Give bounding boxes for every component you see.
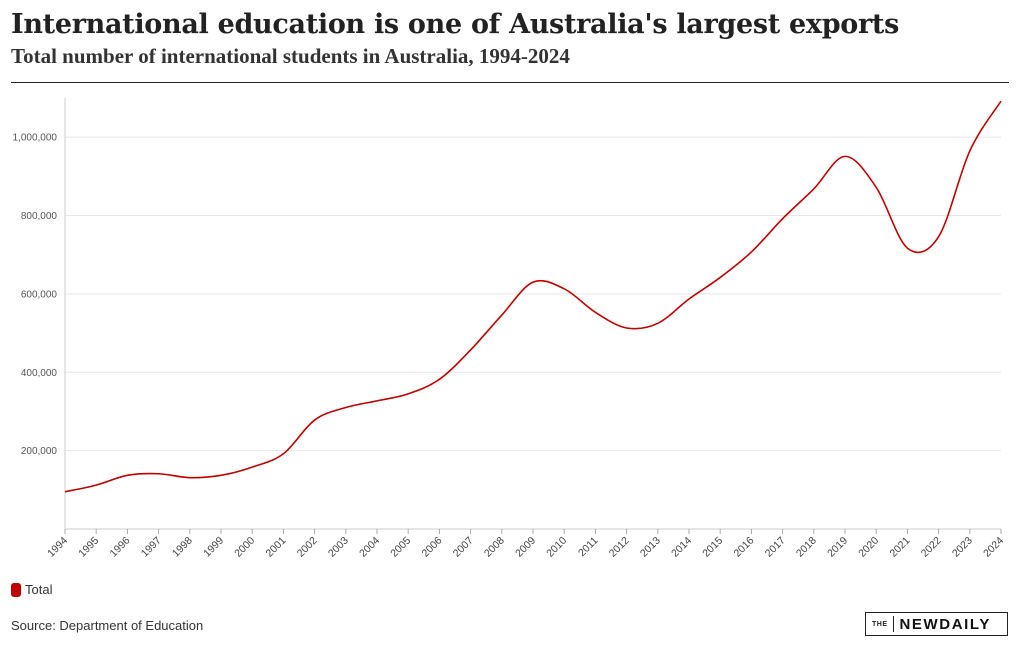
x-tick-label: 2005	[388, 535, 413, 560]
chart-subtitle: Total number of international students i…	[11, 44, 570, 68]
data-point	[374, 398, 380, 404]
series-layer	[62, 98, 1004, 495]
series-line-total	[64, 100, 1002, 493]
data-point	[187, 475, 193, 481]
y-tick-label: 400,000	[21, 368, 58, 379]
x-tick-label: 2012	[607, 535, 632, 560]
data-point	[717, 274, 723, 280]
y-tick-label: 600,000	[21, 289, 58, 300]
y-tick-label: 800,000	[21, 211, 58, 222]
data-point	[936, 234, 942, 240]
data-point	[748, 249, 754, 255]
data-point	[436, 376, 442, 382]
x-tick-label: 2007	[451, 535, 476, 560]
data-point	[811, 186, 817, 192]
data-point	[124, 472, 130, 478]
header-divider	[11, 82, 1009, 83]
x-tick-label: 1996	[108, 535, 133, 560]
data-point	[998, 98, 1004, 104]
logo-the-text: THE	[872, 620, 888, 628]
data-point	[686, 296, 692, 302]
data-point	[468, 347, 474, 353]
data-point	[780, 216, 786, 222]
data-point	[218, 472, 224, 478]
y-tick-label: 1,000,000	[13, 133, 58, 144]
data-point	[967, 148, 973, 154]
y-tick-label: 200,000	[21, 446, 58, 457]
logo-divider	[892, 616, 894, 632]
x-tick-label: 2003	[326, 535, 351, 560]
chart-title: International education is one of Austra…	[11, 9, 899, 40]
x-tick-label: 2000	[232, 535, 257, 560]
legend-swatch	[11, 582, 21, 597]
data-point	[93, 482, 99, 488]
x-tick-label: 2018	[794, 535, 819, 560]
x-tick-label: 2013	[638, 535, 663, 560]
x-tick-label: 1994	[45, 535, 70, 560]
data-point	[312, 417, 318, 423]
data-point	[842, 153, 848, 159]
x-tick-label: 2002	[295, 535, 320, 560]
x-tick-label: 2021	[888, 535, 913, 560]
gridlines	[65, 136, 1001, 452]
x-tick-label: 2010	[544, 535, 569, 560]
data-point	[655, 320, 661, 326]
x-tick-label: 2001	[264, 535, 289, 560]
logo-wordmark: NEWDAILY	[899, 615, 991, 633]
x-tick-label: 2011	[576, 535, 601, 560]
x-tick-label: 2004	[357, 535, 382, 560]
data-point	[561, 286, 567, 292]
x-tick-label: 2024	[981, 535, 1006, 560]
x-tick-label: 2009	[513, 535, 538, 560]
x-tick-label: 2015	[700, 535, 725, 560]
data-point	[624, 325, 630, 331]
x-tick-label: 1999	[201, 535, 226, 560]
data-point	[592, 309, 598, 315]
x-tick-label: 1995	[76, 535, 101, 560]
legend-label: Total	[25, 582, 53, 597]
x-tick-label: 2019	[825, 535, 850, 560]
line-chart: 200,000 400,000 600,000 800,000 1,000,000 199…	[13, 98, 1006, 560]
x-tick-label: 2016	[732, 535, 757, 560]
x-tick-label: 2022	[919, 535, 944, 560]
data-point	[280, 451, 286, 457]
data-point	[405, 391, 411, 397]
x-tick-label: 2023	[950, 535, 975, 560]
data-point	[343, 405, 349, 411]
axes: 200,000 400,000 600,000 800,000 1,000,000 199…	[13, 98, 1006, 560]
data-point	[499, 312, 505, 318]
x-tick-label: 2006	[420, 535, 445, 560]
source-note: Source: Department of Education	[11, 618, 204, 633]
x-tick-label: 2020	[856, 535, 881, 560]
x-tick-label: 2014	[669, 535, 694, 560]
x-tick-label: 1997	[139, 535, 164, 560]
x-tick-label: 2008	[482, 535, 507, 560]
x-tick-label: 2017	[763, 535, 788, 560]
data-point	[904, 245, 910, 251]
data-point	[156, 471, 162, 477]
data-point	[530, 279, 536, 285]
data-point	[62, 489, 68, 495]
legend[interactable]: Total	[11, 582, 52, 597]
the-new-daily-logo: THE NEWDAILY	[865, 612, 1008, 636]
data-point	[249, 464, 255, 470]
x-tick-label: 1998	[170, 535, 195, 560]
data-point	[873, 184, 879, 190]
